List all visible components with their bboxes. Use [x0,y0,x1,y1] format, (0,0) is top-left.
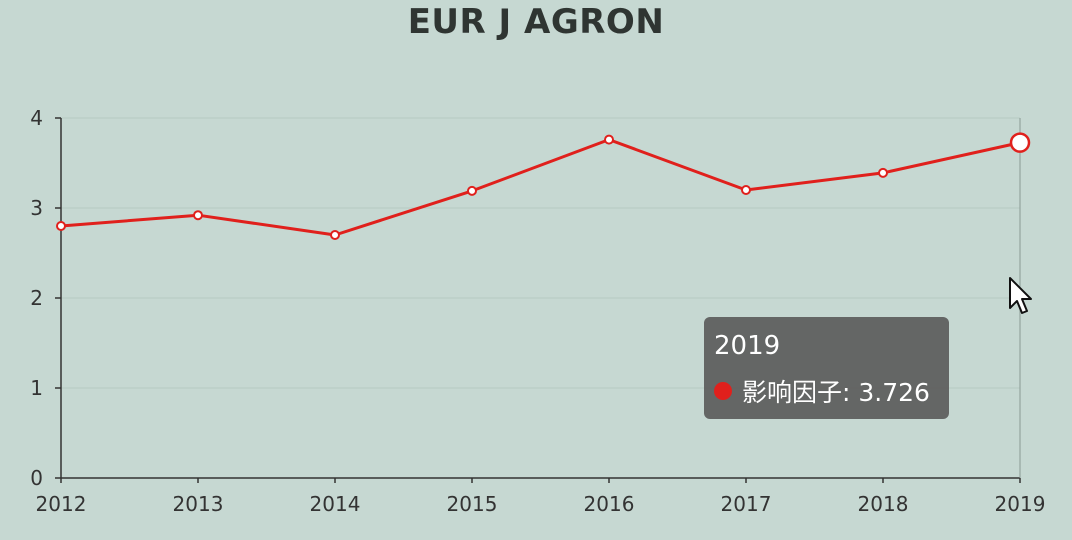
tooltip-title: 2019 [714,331,781,361]
series-line [60,138,1021,237]
data-point [56,221,66,231]
data-point [604,134,614,145]
chart-title: EUR J AGRON [407,2,665,42]
x-tick-label: 2016 [584,492,635,516]
x-tick-label: 2017 [721,492,772,516]
x-tick-label: 2015 [447,492,498,516]
y-tick-label: 3 [30,196,43,220]
data-point [330,230,340,240]
y-tick-label: 0 [30,466,43,490]
x-tick-label: 2012 [36,492,87,516]
x-tick-label: 2014 [310,492,361,516]
data-point [467,185,477,196]
x-tick-label: 2019 [995,492,1046,516]
data-point [1009,132,1031,153]
y-tick-label: 1 [30,376,43,400]
x-tick-label: 2018 [858,492,909,516]
data-point [878,167,888,178]
x-tick-label: 2013 [173,492,224,516]
data-tooltip: 2019 影响因子: 3.726 [704,317,949,419]
series-marker-icon [714,382,732,400]
tooltip-value: 影响因子: 3.726 [742,378,930,407]
tooltip-row: 影响因子: 3.726 [714,373,930,409]
data-point [193,210,203,221]
data-point [741,185,751,195]
y-tick-label: 2 [30,286,43,310]
y-tick-label: 4 [30,106,43,130]
mouse-pointer-icon [1009,277,1032,314]
